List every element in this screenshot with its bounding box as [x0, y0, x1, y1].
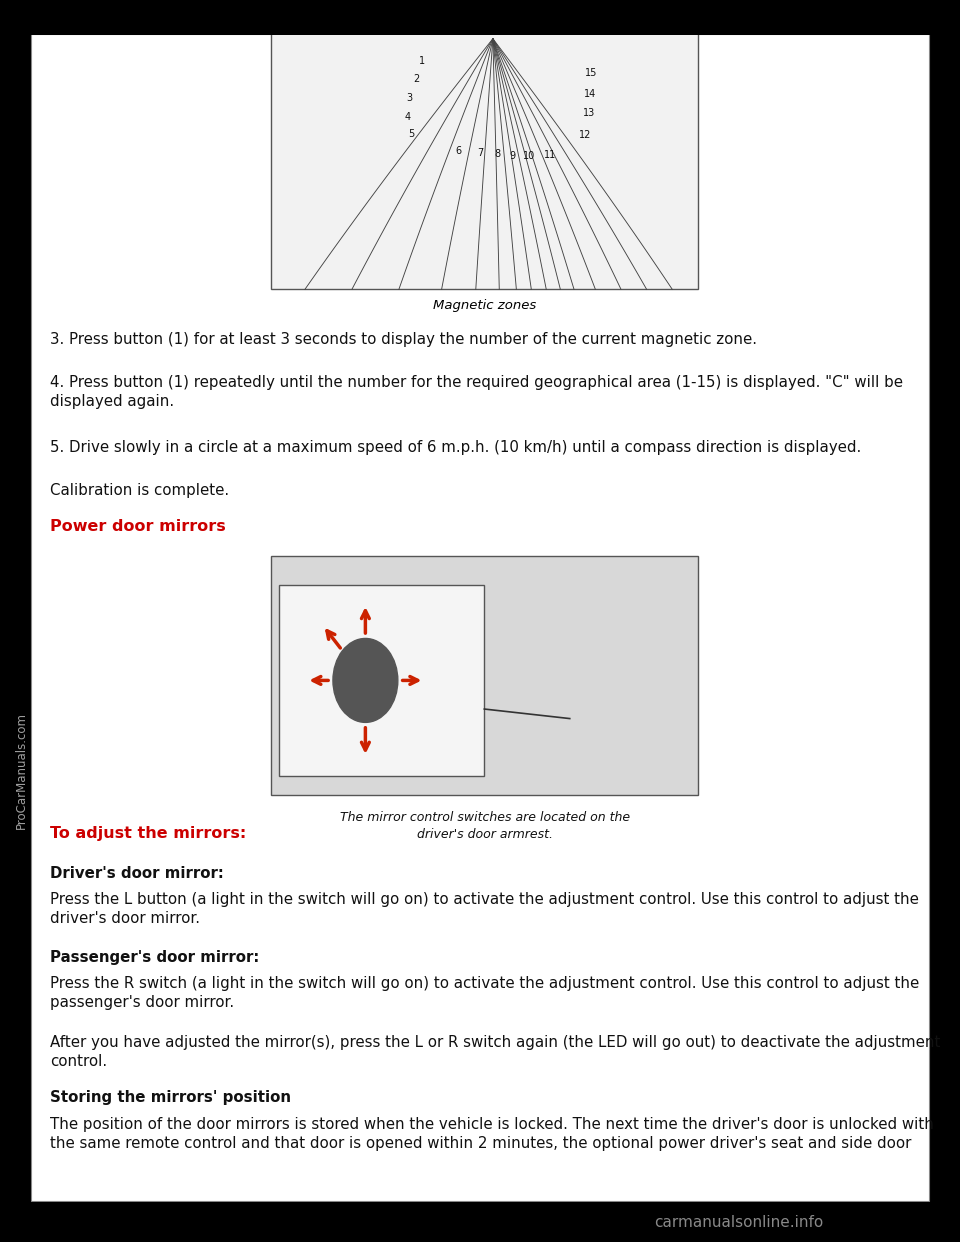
FancyBboxPatch shape [271, 32, 698, 289]
Text: Magnetic zones: Magnetic zones [433, 299, 537, 312]
Text: To adjust the mirrors:: To adjust the mirrors: [50, 826, 246, 841]
Text: Press the L button (a light in the switch will go on) to activate the adjustment: Press the L button (a light in the switc… [50, 892, 919, 927]
Text: Passenger's door mirror:: Passenger's door mirror: [50, 950, 259, 965]
Text: The position of the door mirrors is stored when the vehicle is locked. The next : The position of the door mirrors is stor… [50, 1117, 934, 1151]
Text: 13: 13 [583, 108, 595, 118]
Text: 7: 7 [477, 148, 483, 158]
Text: 2: 2 [413, 73, 420, 83]
Text: ProCarManuals.com: ProCarManuals.com [14, 712, 28, 828]
Text: Power door mirrors: Power door mirrors [50, 519, 226, 534]
Text: 5: 5 [409, 129, 415, 139]
Text: 6: 6 [456, 145, 462, 155]
FancyBboxPatch shape [271, 556, 698, 795]
Text: 3: 3 [406, 93, 413, 103]
Text: Driver's door mirror:: Driver's door mirror: [50, 866, 224, 881]
Text: Storing the mirrors' position: Storing the mirrors' position [50, 1090, 291, 1105]
Text: 11: 11 [544, 150, 557, 160]
Text: 3. Press button (1) for at least 3 seconds to display the number of the current : 3. Press button (1) for at least 3 secon… [50, 332, 756, 347]
Text: Press the R switch (a light in the switch will go on) to activate the adjustment: Press the R switch (a light in the switc… [50, 976, 919, 1011]
Text: 4. Press button (1) repeatedly until the number for the required geographical ar: 4. Press button (1) repeatedly until the… [50, 375, 903, 410]
Text: 5. Drive slowly in a circle at a maximum speed of 6 m.p.h. (10 km/h) until a com: 5. Drive slowly in a circle at a maximum… [50, 440, 861, 455]
Text: 12: 12 [579, 130, 591, 140]
FancyBboxPatch shape [0, 0, 960, 35]
FancyBboxPatch shape [31, 34, 929, 1201]
Text: 4: 4 [404, 112, 411, 122]
Text: 10: 10 [523, 152, 536, 161]
Text: 15: 15 [585, 68, 597, 78]
Text: 8: 8 [494, 149, 500, 159]
FancyBboxPatch shape [0, 1202, 960, 1242]
Text: 1: 1 [420, 56, 425, 66]
Circle shape [333, 638, 397, 723]
Text: 14: 14 [584, 89, 596, 99]
Text: After you have adjusted the mirror(s), press the L or R switch again (the LED wi: After you have adjusted the mirror(s), p… [50, 1035, 940, 1069]
Text: The mirror control switches are located on the
driver's door armrest.: The mirror control switches are located … [340, 811, 630, 841]
Text: Calibration is complete.: Calibration is complete. [50, 483, 229, 498]
FancyBboxPatch shape [279, 585, 484, 776]
Text: 9: 9 [509, 150, 516, 160]
Text: carmanualsonline.info: carmanualsonline.info [655, 1215, 824, 1230]
